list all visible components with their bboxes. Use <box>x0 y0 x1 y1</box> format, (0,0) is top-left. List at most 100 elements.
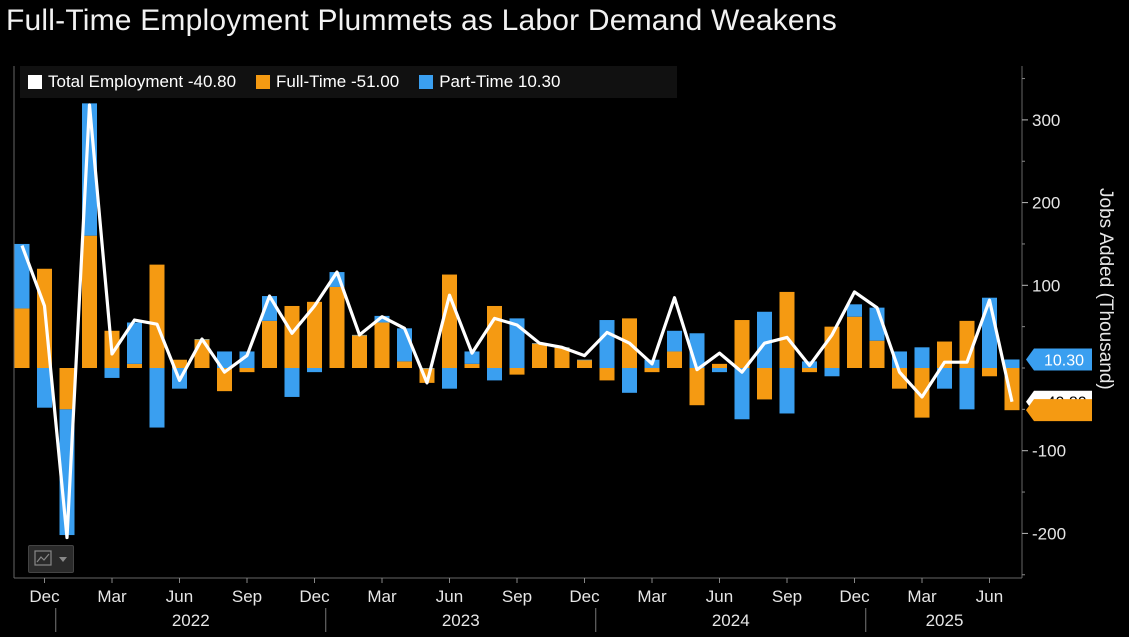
bar-parttime <box>464 351 480 364</box>
bar-fulltime <box>284 305 300 368</box>
x-year-label: 2022 <box>172 611 210 630</box>
bar-parttime <box>779 368 795 414</box>
x-tick-label: Jun <box>976 587 1003 606</box>
bar-fulltime <box>59 368 75 410</box>
bar-parttime <box>442 368 457 389</box>
x-tick-label: Mar <box>637 587 667 606</box>
bar-fulltime <box>779 291 795 368</box>
chart-type-menu-icon[interactable] <box>28 545 74 573</box>
bar-fulltime <box>262 320 277 368</box>
bar-fulltime <box>14 308 30 368</box>
x-tick-label: Mar <box>367 587 397 606</box>
bar-parttime <box>959 368 975 410</box>
bar-fulltime <box>217 368 232 392</box>
value-tag <box>1026 348 1092 371</box>
bar-fulltime <box>802 368 817 373</box>
value-tag <box>1026 399 1092 422</box>
bar-parttime <box>734 368 750 420</box>
bar-fulltime <box>442 274 457 368</box>
bar-fulltime <box>982 368 997 377</box>
bar-parttime <box>284 368 300 397</box>
bar-parttime <box>712 368 727 373</box>
legend-label-fulltime: Full-Time -51.00 <box>276 72 400 91</box>
chart-title: Full-Time Employment Plummets as Labor D… <box>6 4 837 37</box>
legend-swatch-fulltime <box>256 75 271 89</box>
bar-fulltime <box>172 359 187 368</box>
bar-parttime <box>239 351 255 368</box>
bar-parttime <box>127 322 142 364</box>
x-tick-label: Sep <box>232 587 262 606</box>
bar-fulltime <box>194 339 210 368</box>
bar-fulltime <box>82 235 97 368</box>
bar-parttime <box>757 311 772 368</box>
x-tick-label: Sep <box>502 587 532 606</box>
y-tick-label: -100 <box>1032 442 1066 461</box>
bar-parttime <box>847 304 862 317</box>
y-tick-label: 100 <box>1032 276 1060 295</box>
bar-fulltime <box>509 368 525 375</box>
bar-fulltime <box>374 322 390 368</box>
bar-parttime <box>577 359 592 361</box>
bar-fulltime <box>554 347 570 368</box>
y-tick-label: 300 <box>1032 111 1060 130</box>
bar-fulltime <box>847 316 862 368</box>
bar-fulltime <box>689 368 705 406</box>
value-tag-label: 10.30 <box>1044 352 1084 369</box>
bar-parttime <box>487 368 502 381</box>
legend-swatch-parttime <box>419 75 434 89</box>
bar-parttime <box>622 368 637 393</box>
bar-fulltime <box>757 368 772 400</box>
x-tick-label: Mar <box>907 587 937 606</box>
legend-item-total[interactable]: Total Employment -40.80 <box>28 72 236 92</box>
bar-fulltime <box>464 363 480 368</box>
legend-label-total: Total Employment -40.80 <box>48 72 237 91</box>
bar-parttime <box>374 315 390 323</box>
bar-fulltime <box>644 368 660 373</box>
x-tick-label: Dec <box>839 587 870 606</box>
bar-fulltime <box>734 320 750 368</box>
legend-item-fulltime[interactable]: Full-Time -51.00 <box>256 72 399 92</box>
bar-parttime <box>599 320 615 368</box>
bar-parttime <box>982 297 997 368</box>
bar-fulltime <box>532 343 547 368</box>
legend-item-parttime[interactable]: Part-Time 10.30 <box>419 72 560 92</box>
bar-fulltime <box>667 351 682 368</box>
bar-fulltime <box>869 340 885 368</box>
x-year-label: 2023 <box>442 611 480 630</box>
bar-fulltime <box>599 368 615 381</box>
x-tick-label: Dec <box>299 587 330 606</box>
y-tick-label: -200 <box>1032 524 1066 543</box>
bar-parttime <box>509 318 525 368</box>
bar-fulltime <box>712 363 727 368</box>
x-tick-label: Jun <box>436 587 463 606</box>
bar-parttime <box>104 368 120 378</box>
bar-fulltime <box>127 363 142 368</box>
bar-parttime <box>307 368 322 373</box>
bar-parttime <box>824 368 840 377</box>
x-tick-label: Dec <box>569 587 600 606</box>
bar-fulltime <box>487 305 502 368</box>
bar-parttime <box>37 368 52 408</box>
bar-fulltime <box>307 301 322 368</box>
bar-parttime <box>419 368 435 369</box>
bar-fulltime <box>329 286 345 368</box>
bar-parttime <box>1004 359 1020 368</box>
legend-swatch-total <box>28 75 42 89</box>
bar-fulltime <box>397 361 412 368</box>
bar-fulltime <box>914 368 930 418</box>
x-tick-label: Sep <box>772 587 802 606</box>
bar-fulltime <box>892 368 907 389</box>
bar-parttime <box>14 243 30 309</box>
legend-label-parttime: Part-Time 10.30 <box>439 72 561 91</box>
bar-fulltime <box>239 368 255 373</box>
x-tick-label: Jun <box>706 587 733 606</box>
bar-fulltime <box>149 264 165 368</box>
bar-parttime <box>914 347 930 368</box>
bar-fulltime <box>352 334 367 368</box>
y-axis-title: Jobs Added (Thousand) <box>1095 188 1116 390</box>
bar-fulltime <box>824 326 840 368</box>
x-tick-label: Mar <box>97 587 127 606</box>
legend: Total Employment -40.80 Full-Time -51.00… <box>20 66 677 98</box>
bar-parttime <box>937 368 952 389</box>
